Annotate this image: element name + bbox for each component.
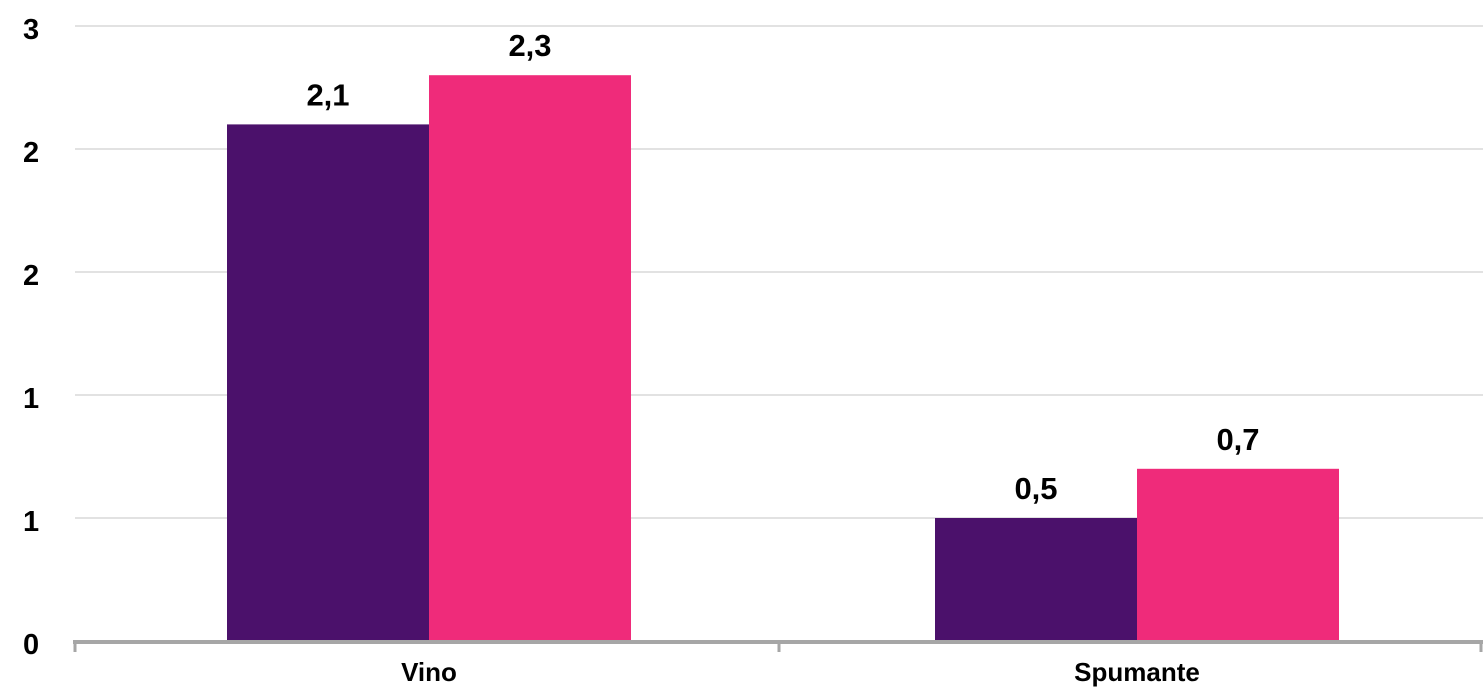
x-axis (73, 640, 1483, 652)
data-labels: 2,1 0,5 2,3 0,7 (306, 28, 1259, 506)
bar (227, 124, 429, 641)
data-label: 2,1 (306, 77, 349, 112)
bar (1137, 468, 1339, 641)
bar (935, 518, 1137, 641)
bar (429, 75, 631, 641)
bars (227, 75, 1339, 641)
y-tick-label: 1 (23, 383, 39, 415)
y-tick-label: 0 (23, 629, 39, 661)
x-category-label: Spumante (1074, 657, 1200, 687)
x-category-label: Vino (401, 657, 457, 687)
y-tick-label: 3 (23, 14, 39, 46)
y-tick-label: 2 (23, 137, 39, 169)
data-label: 0,5 (1014, 471, 1057, 506)
data-label: 2,3 (508, 28, 551, 63)
y-tick-label: 1 (23, 506, 39, 538)
x-axis-category-labels: Vino Spumante (401, 657, 1200, 687)
y-tick-label: 2 (23, 260, 39, 292)
data-label: 0,7 (1216, 422, 1259, 457)
y-axis-tick-labels: 0 1 1 2 2 3 (23, 14, 39, 661)
